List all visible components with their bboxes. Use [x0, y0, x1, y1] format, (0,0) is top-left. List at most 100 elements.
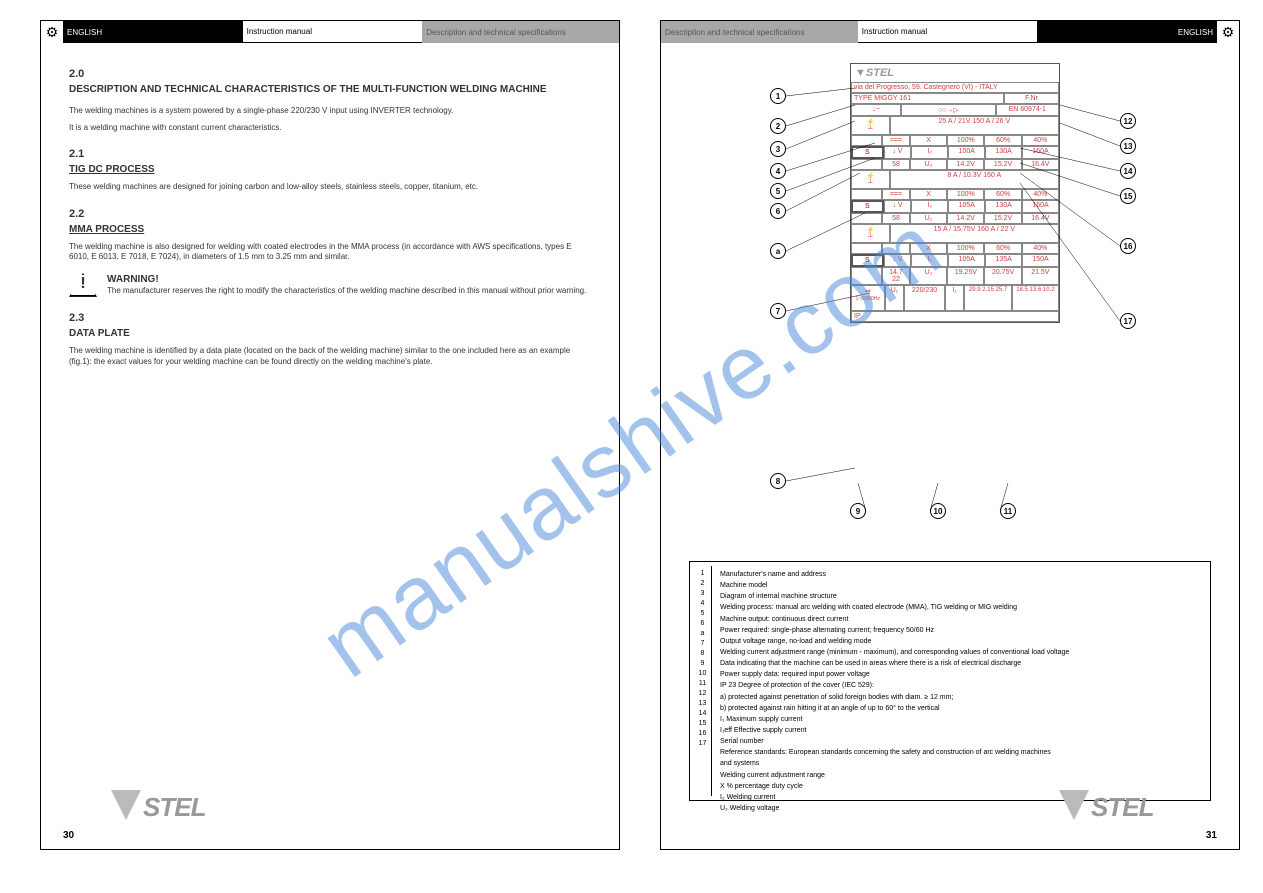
- header-doc-type-r: Instruction manual: [858, 21, 1038, 43]
- callout-8: 8: [770, 473, 786, 489]
- legend-num: a: [694, 630, 711, 637]
- svg-text:STEL: STEL: [1091, 792, 1154, 822]
- section-2_3-body: The welding machine is identified by a d…: [69, 346, 591, 367]
- plate-address: via del Progresso, 59. Castegnero (VI) -…: [851, 82, 1059, 93]
- legend-text: IP 23 Degree of protection of the cover …: [720, 681, 1198, 691]
- plate-fnr: F.Nr: [1004, 93, 1059, 104]
- legend-text: I₁ Maximum supply current: [720, 715, 1198, 725]
- svg-text:STEL: STEL: [143, 792, 206, 822]
- legend-text: Serial number: [720, 737, 1198, 747]
- page-number-left: 30: [63, 830, 74, 841]
- header-doc-type: Instruction manual: [243, 21, 423, 43]
- page-left: ⚙ ENGLISH Instruction manual Description…: [40, 20, 620, 850]
- callout-4: 4: [770, 163, 786, 179]
- header-bar-left: ⚙ ENGLISH Instruction manual Description…: [41, 21, 619, 43]
- callout-13: 13: [1120, 138, 1136, 154]
- legend-num: 6: [694, 620, 711, 627]
- legend-num: 5: [694, 610, 711, 617]
- warning-body: The manufacturer reserves the right to m…: [107, 286, 591, 296]
- legend-num: 7: [694, 640, 711, 647]
- warning-triangle-icon: !: [69, 273, 97, 297]
- header-section: Description and technical specifications: [422, 21, 619, 43]
- legend-num: 4: [694, 600, 711, 607]
- section-2_1-title: TIG DC PROCESS: [69, 163, 591, 176]
- legend-num: 8: [694, 650, 711, 657]
- callout-17: 17: [1120, 313, 1136, 329]
- callout-a: a: [770, 243, 786, 259]
- legend-text: Data indicating that the machine can be …: [720, 659, 1198, 669]
- section-2_0-body1: The welding machines is a system powered…: [69, 106, 591, 116]
- legend-num: 17: [694, 740, 711, 747]
- section-2_1-num: 2.1: [69, 147, 591, 161]
- plate-standard: EN 60974-1: [996, 104, 1059, 116]
- plate-logo: ▼STEL: [851, 64, 1059, 82]
- section-2_2-body: The welding machine is also designed for…: [69, 242, 591, 263]
- section-2_2-num: 2.2: [69, 207, 591, 221]
- callout-15: 15: [1120, 188, 1136, 204]
- legend-text: Welding process: manual arc welding with…: [720, 603, 1198, 613]
- legend-num: 13: [694, 700, 711, 707]
- legend-num: 14: [694, 710, 711, 717]
- callout-1: 1: [770, 88, 786, 104]
- legend-num: 16: [694, 730, 711, 737]
- section-2_0-body2: It is a welding machine with constant cu…: [69, 123, 591, 133]
- legend-text: Manufacturer's name and address: [720, 570, 1198, 580]
- header-lang-r: ENGLISH: [1037, 21, 1217, 43]
- legend-text: Power supply data: required input power …: [720, 670, 1198, 680]
- stel-logo-icon: STEL: [111, 790, 251, 831]
- legend-text: b) protected against rain hitting it at …: [720, 704, 1198, 714]
- legend-number-column: 123456a7891011121314151617: [694, 566, 712, 796]
- warning-heading: WARNING!: [107, 273, 591, 286]
- legend-text: Reference standards: European standards …: [720, 748, 1198, 758]
- header-lang: ENGLISH: [63, 21, 243, 43]
- legend-text: Power required: single-phase alternating…: [720, 626, 1198, 636]
- legend-text: Welding current adjustment range (minimu…: [720, 648, 1198, 658]
- section-2_3-num: 2.3: [69, 311, 591, 325]
- callout-6: 6: [770, 203, 786, 219]
- callout-9: 9: [850, 503, 866, 519]
- callout-10: 10: [930, 503, 946, 519]
- header-section-r: Description and technical specifications: [661, 21, 858, 43]
- legend-num: 10: [694, 670, 711, 677]
- page-number-right: 31: [1206, 830, 1217, 841]
- data-plate: ▼STEL via del Progresso, 59. Castegnero …: [850, 63, 1060, 323]
- legend-text-column: Manufacturer's name and addressMachine m…: [712, 566, 1206, 796]
- section-2_0-num: 2.0: [69, 67, 591, 81]
- callout-5: 5: [770, 183, 786, 199]
- legend-num: 3: [694, 590, 711, 597]
- callout-3: 3: [770, 141, 786, 157]
- legend-text: Output voltage range, no-load and weldin…: [720, 637, 1198, 647]
- gear-icon: ⚙: [41, 21, 63, 43]
- section-2_0-title: DESCRIPTION AND TECHNICAL CHARACTERISTIC…: [69, 83, 591, 96]
- section-2_2-title: MMA PROCESS: [69, 223, 591, 236]
- legend-num: 9: [694, 660, 711, 667]
- legend-num: 2: [694, 580, 711, 587]
- legend-text: Machine output: continuous direct curren…: [720, 615, 1198, 625]
- callout-14: 14: [1120, 163, 1136, 179]
- callout-12: 12: [1120, 113, 1136, 129]
- legend-text: I₁eff Effective supply current: [720, 726, 1198, 736]
- callout-2: 2: [770, 118, 786, 134]
- data-plate-figure: ▼STEL via del Progresso, 59. Castegnero …: [720, 63, 1180, 513]
- legend-num: 1: [694, 570, 711, 577]
- legend-text: a) protected against penetration of soli…: [720, 693, 1198, 703]
- legend-num: 15: [694, 720, 711, 727]
- legend-text: and systems: [720, 759, 1198, 769]
- callout-11: 11: [1000, 503, 1016, 519]
- legend-text: Diagram of internal machine structure: [720, 592, 1198, 602]
- stel-logo-icon: STEL: [1059, 790, 1199, 831]
- left-content: 2.0 DESCRIPTION AND TECHNICAL CHARACTERI…: [41, 43, 619, 377]
- legend-text: Machine model: [720, 581, 1198, 591]
- page-right: Description and technical specifications…: [660, 20, 1240, 850]
- callout-7: 7: [770, 303, 786, 319]
- header-bar-right: Description and technical specifications…: [661, 21, 1239, 43]
- section-2_1-body: These welding machines are designed for …: [69, 182, 591, 192]
- legend-box: 123456a7891011121314151617 Manufacturer'…: [689, 561, 1211, 801]
- gear-icon: ⚙: [1217, 21, 1239, 43]
- legend-num: 11: [694, 680, 711, 687]
- warning-row: ! WARNING! The manufacturer reserves the…: [69, 273, 591, 297]
- section-2_3-title: DATA PLATE: [69, 327, 591, 340]
- callout-16: 16: [1120, 238, 1136, 254]
- plate-type: TYPE MIGGY 161: [851, 93, 1004, 104]
- legend-num: 12: [694, 690, 711, 697]
